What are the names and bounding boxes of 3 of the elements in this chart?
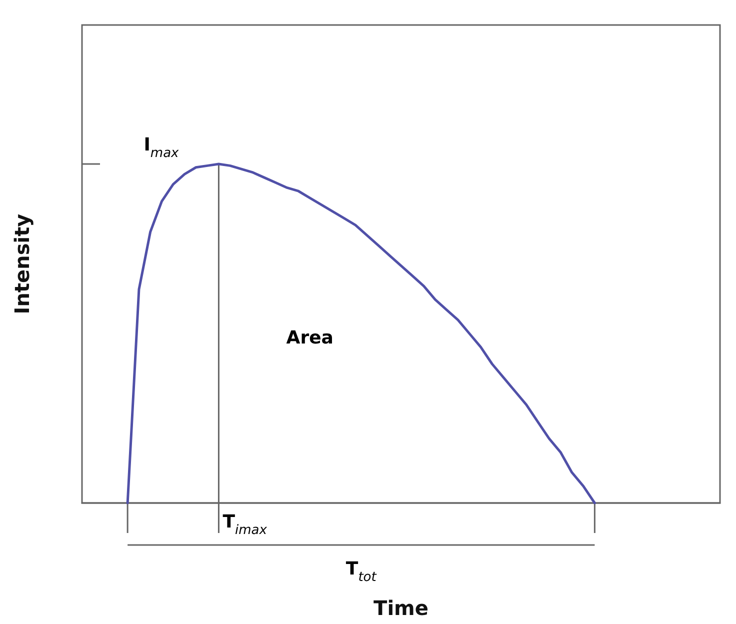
x-axis-title: Time bbox=[374, 596, 428, 620]
annotation: Area bbox=[286, 328, 334, 348]
y-axis-title: Intensity bbox=[10, 214, 34, 314]
